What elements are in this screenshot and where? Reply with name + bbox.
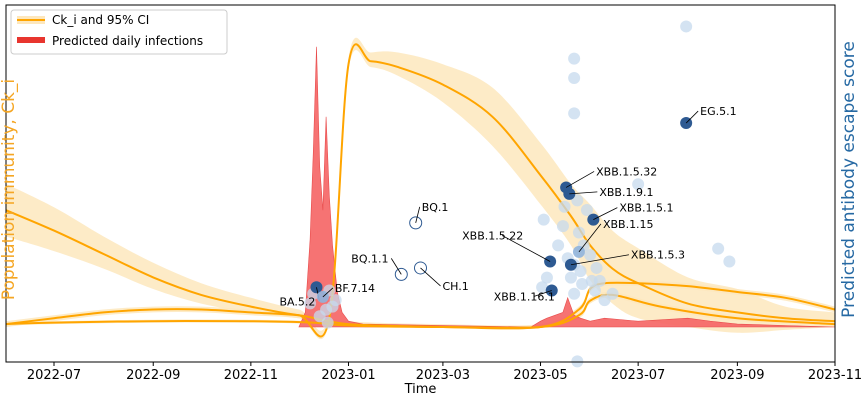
variant-annotations: BA.5.2 BF.7.14 BQ.1 BQ.1.1 CH.1 EG.5.1 XBB.1.5… xyxy=(279,105,736,308)
escape-point-11 xyxy=(556,220,569,233)
escape-point-9 xyxy=(540,271,553,284)
immunity-line-2 xyxy=(5,293,836,329)
annotation-label-2: BQ.1 xyxy=(422,201,449,214)
annotation-label-4: CH.1 xyxy=(443,280,469,293)
annotation-leader-2 xyxy=(415,206,421,223)
annotation-leader-6 xyxy=(565,171,595,188)
ci-bands xyxy=(6,37,835,340)
escape-point-29 xyxy=(590,261,603,274)
annotation-label-0: BA.5.2 xyxy=(279,295,315,308)
annotation-label-10: XBB.1.15 xyxy=(603,218,654,231)
x-tick-label-1: 2022-09 xyxy=(126,368,180,383)
annotation-leader-7 xyxy=(569,191,598,195)
annotation-leader-5 xyxy=(685,110,699,124)
annotation-label-12: XBB.1.16.1 xyxy=(494,290,555,303)
annotation-leader-9 xyxy=(501,235,551,262)
escape-point-8 xyxy=(537,213,550,226)
escape-point-31 xyxy=(598,294,611,307)
escape-point-35 xyxy=(632,178,645,191)
escape-point-14 xyxy=(564,271,577,284)
plot-frame xyxy=(5,4,836,363)
right-axis-title: Predicted antibody escape score xyxy=(839,41,859,318)
legend-label-infections: Predicted daily infections xyxy=(52,34,203,48)
annotation-leader-3 xyxy=(390,258,402,275)
annotation-label-3: BQ.1.1 xyxy=(351,252,388,265)
escape-point-7 xyxy=(321,316,334,329)
escape-point-37 xyxy=(723,255,736,268)
x-axis-title: Time xyxy=(404,382,437,397)
annotation-label-7: XBB.1.9.1 xyxy=(599,186,653,199)
x-tick-label-4: 2023-03 xyxy=(416,368,470,383)
escape-point-0 xyxy=(304,297,317,310)
annotation-leader-12 xyxy=(533,290,552,297)
legend-label-immunity: Ck_i and 95% CI xyxy=(52,13,149,27)
escape-point-12 xyxy=(558,200,571,213)
x-tick-label-0: 2022-07 xyxy=(27,368,81,383)
annotation-label-5: EG.5.1 xyxy=(700,105,736,118)
immunity-lines xyxy=(5,43,836,338)
escape-point-10 xyxy=(552,239,565,252)
escape-points xyxy=(304,20,736,368)
escape-point-38 xyxy=(536,281,549,294)
annotation-leader-10 xyxy=(578,223,602,253)
escape-point-22 xyxy=(574,265,587,278)
escape-point-32 xyxy=(606,287,619,300)
x-tick-label-7: 2023-09 xyxy=(710,368,764,383)
annotation-label-1: BF.7.14 xyxy=(335,282,375,295)
annotation-leader-11 xyxy=(570,254,630,266)
x-tick-label-8: 2023-11 xyxy=(808,368,862,383)
annotation-leader-1 xyxy=(322,287,334,298)
x-tick-label-3: 2023-01 xyxy=(321,368,375,383)
annotation-leader-4 xyxy=(420,267,441,287)
escape-point-34 xyxy=(680,20,693,33)
legend: Ck_i and 95% CI Predicted daily infection… xyxy=(10,9,228,55)
escape-point-25 xyxy=(580,203,593,216)
infection-areas xyxy=(298,46,836,328)
escape-point-19 xyxy=(568,287,581,300)
legend-box xyxy=(10,9,228,55)
escape-point-20 xyxy=(571,194,584,207)
escape-point-30 xyxy=(593,274,606,287)
x-tick-label-6: 2023-07 xyxy=(611,368,665,383)
immunity-line-0 xyxy=(5,43,836,338)
escape-point-26 xyxy=(584,249,597,262)
infection-area-3 xyxy=(298,46,836,328)
annotation-label-6: XBB.1.5.32 xyxy=(596,165,657,178)
ci-band-0 xyxy=(6,37,835,340)
escape-point-5 xyxy=(329,294,342,307)
escape-point-17 xyxy=(568,107,581,120)
escape-point-36 xyxy=(712,242,725,255)
escape-point-4 xyxy=(313,310,326,323)
escape-point-21 xyxy=(572,226,585,239)
x-tick-label-5: 2023-05 xyxy=(513,368,567,383)
escape-point-33 xyxy=(571,355,584,368)
annotation-label-9: XBB.1.5.22 xyxy=(462,230,523,243)
ci-band-2 xyxy=(6,291,835,328)
annotation-label-8: XBB.1.5.1 xyxy=(619,202,673,215)
escape-point-28 xyxy=(588,284,601,297)
axes: 2022-07 2022-09 2022-11 2023-01 2023-03 2023-… xyxy=(0,4,862,397)
escape-point-23 xyxy=(576,278,589,291)
escape-point-16 xyxy=(568,71,581,84)
annotation-leader-8 xyxy=(593,207,618,220)
annotation-label-11: XBB.1.5.3 xyxy=(631,249,685,262)
left-axis-title: Population immunity, Ck_i xyxy=(0,79,19,300)
legend-swatch-infections xyxy=(17,37,45,43)
escape-point-15 xyxy=(568,52,581,65)
x-tick-label-2: 2022-11 xyxy=(224,368,278,383)
